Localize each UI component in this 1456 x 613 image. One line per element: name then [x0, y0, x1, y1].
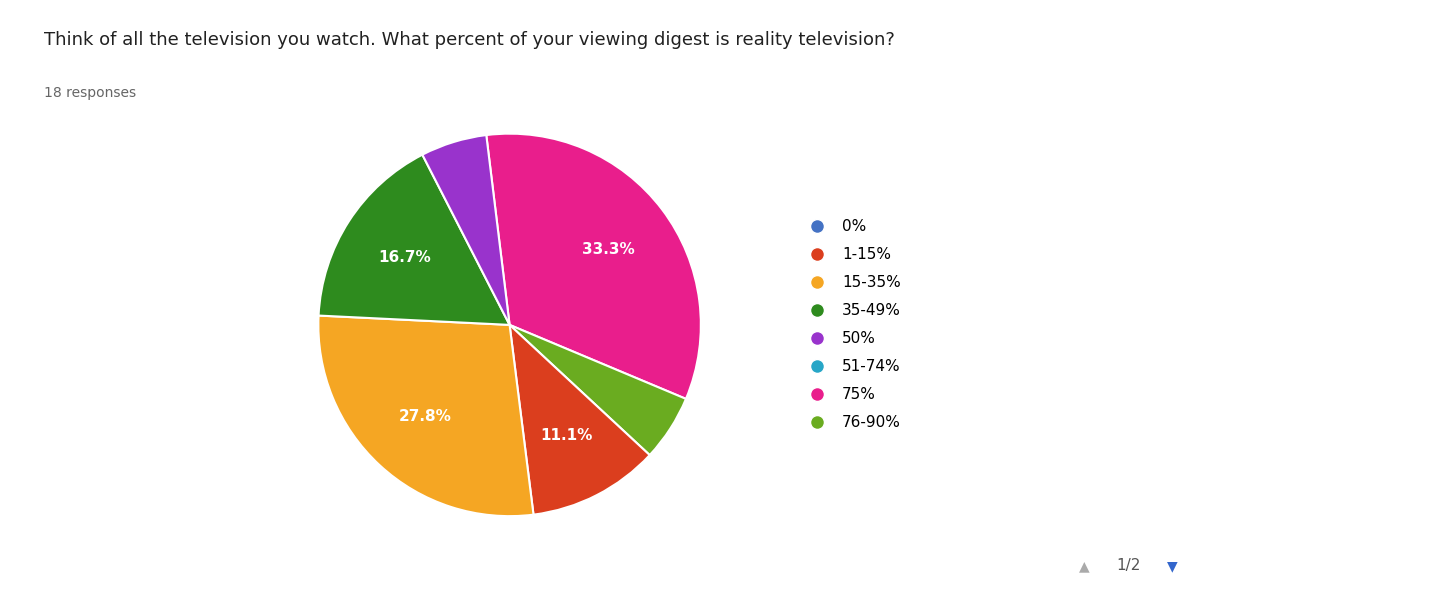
- Text: 33.3%: 33.3%: [582, 242, 635, 257]
- Text: Think of all the television you watch. What percent of your viewing digest is re: Think of all the television you watch. W…: [44, 31, 894, 48]
- Wedge shape: [319, 154, 510, 325]
- Text: ▲: ▲: [1079, 559, 1091, 573]
- Legend: 0%, 1-15%, 15-35%, 35-49%, 50%, 51-74%, 75%, 76-90%: 0%, 1-15%, 15-35%, 35-49%, 50%, 51-74%, …: [795, 212, 909, 438]
- Text: 27.8%: 27.8%: [399, 409, 451, 424]
- Wedge shape: [422, 135, 510, 325]
- Text: 1/2: 1/2: [1117, 558, 1140, 573]
- Text: 18 responses: 18 responses: [44, 86, 135, 100]
- Wedge shape: [510, 325, 649, 515]
- Text: 11.1%: 11.1%: [540, 428, 593, 443]
- Text: ▼: ▼: [1166, 559, 1178, 573]
- Wedge shape: [486, 134, 700, 399]
- Wedge shape: [510, 325, 686, 455]
- Text: 16.7%: 16.7%: [379, 250, 431, 265]
- Wedge shape: [319, 316, 533, 516]
